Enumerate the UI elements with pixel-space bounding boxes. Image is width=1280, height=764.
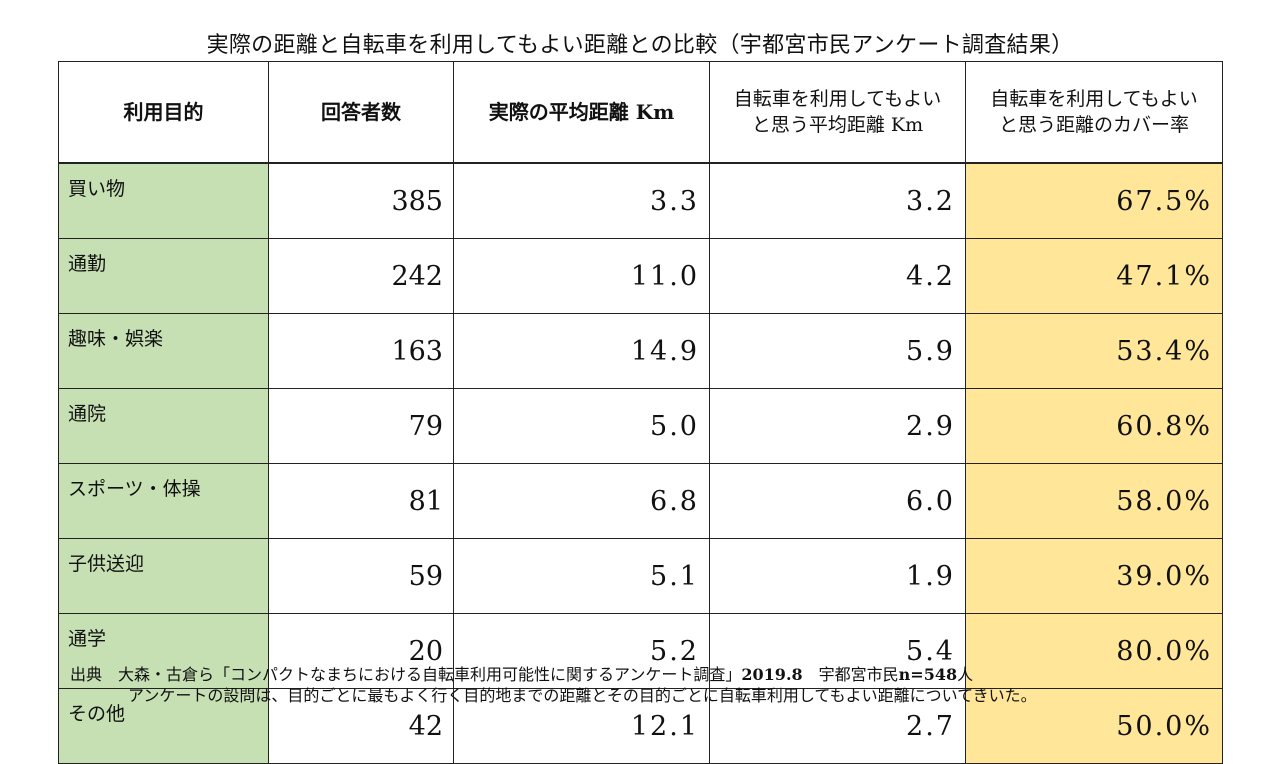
cell-purpose: 子供送迎 — [58, 538, 269, 614]
source-label: 出典 — [70, 665, 103, 684]
cell-coverage-rate: 53.4% — [965, 313, 1223, 389]
source-date: 2019.8 — [741, 665, 803, 684]
cell-purpose: 買い物 — [58, 162, 269, 239]
cell-actual-distance: 5.1 — [453, 538, 710, 614]
table-row: スポーツ・体操 81 6.8 6.0 58.0% — [58, 463, 1223, 539]
table-title: 実際の距離と自転車を利用してもよい距離との比較（宇都宮市民アンケート調査結果） — [206, 33, 1074, 58]
cell-purpose: 通学 — [58, 613, 269, 689]
table-row: 通学 20 5.2 5.4 80.0% — [58, 613, 1223, 689]
cell-actual-distance: 3.3 — [453, 162, 710, 239]
cell-purpose: 通勤 — [58, 238, 269, 314]
header-acceptable-distance: 自転車を利用してもよい と思う平均距離 Km — [709, 61, 966, 164]
cell-respondents: 79 — [268, 388, 454, 464]
header-acceptable-distance-line1: 自転車を利用してもよい — [733, 88, 942, 110]
cell-respondents: 163 — [268, 313, 454, 389]
comparison-table: 利用目的 回答者数 実際の平均距離 Km 自転車を利用してもよい と思う平均距離… — [58, 61, 1223, 764]
table-row: 趣味・娯楽 163 14.9 5.9 53.4% — [58, 313, 1223, 389]
cell-coverage-rate: 80.0% — [965, 613, 1223, 689]
header-acceptable-distance-line2: と思う平均距離 Km — [751, 114, 924, 136]
cell-coverage-rate: 39.0% — [965, 538, 1223, 614]
header-coverage-rate-line2: と思う距離のカバー率 — [998, 114, 1189, 136]
cell-acceptable-distance: 1.9 — [709, 538, 966, 614]
header-row: 利用目的 回答者数 実際の平均距離 Km 自転車を利用してもよい と思う平均距離… — [58, 61, 1223, 164]
source-citation: 大森・古倉ら「コンパクトなまちにおける自転車利用可能性に関するアンケート調査」 — [118, 665, 742, 684]
cell-respondents: 59 — [268, 538, 454, 614]
cell-actual-distance: 6.8 — [453, 463, 710, 539]
cell-acceptable-distance: 2.9 — [709, 388, 966, 464]
cell-acceptable-distance: 6.0 — [709, 463, 966, 539]
cell-acceptable-distance: 4.2 — [709, 238, 966, 314]
cell-acceptable-distance: 5.9 — [709, 313, 966, 389]
cell-purpose: 通院 — [58, 388, 269, 464]
source-question-note: アンケートの設問は、目的ごとに最もよく行く目的地までの距離とその目的ごとに自転車… — [128, 686, 1037, 705]
cell-purpose: 趣味・娯楽 — [58, 313, 269, 389]
table-row: 買い物 385 3.3 3.2 67.5% — [58, 162, 1223, 239]
cell-actual-distance: 14.9 — [453, 313, 710, 389]
cell-actual-distance: 5.0 — [453, 388, 710, 464]
source-org: 宇都宮市民 — [818, 665, 899, 684]
cell-coverage-rate: 60.8% — [965, 388, 1223, 464]
cell-acceptable-distance: 3.2 — [709, 162, 966, 239]
header-coverage-rate: 自転車を利用してもよい と思う距離のカバー率 — [965, 61, 1223, 164]
cell-coverage-rate: 67.5% — [965, 162, 1223, 239]
source-sample-unit: 人 — [957, 665, 974, 684]
table-row: 子供送迎 59 5.1 1.9 39.0% — [58, 538, 1223, 614]
cell-actual-distance: 11.0 — [453, 238, 710, 314]
cell-coverage-rate: 47.1% — [965, 238, 1223, 314]
cell-respondents: 385 — [268, 162, 454, 239]
header-coverage-rate-line1: 自転車を利用してもよい — [990, 88, 1198, 110]
header-respondents: 回答者数 — [268, 61, 454, 164]
cell-coverage-rate: 58.0% — [965, 463, 1223, 539]
cell-respondents: 81 — [268, 463, 454, 539]
source-note: 出典 大森・古倉ら「コンパクトなまちにおける自転車利用可能性に関するアンケート調… — [70, 664, 1037, 706]
cell-respondents: 242 — [268, 238, 454, 314]
header-actual-distance: 実際の平均距離 Km — [453, 61, 710, 164]
cell-respondents: 20 — [268, 613, 454, 689]
table-row: 通勤 242 11.0 4.2 47.1% — [58, 238, 1223, 314]
source-sample-size: n=548 — [898, 665, 958, 684]
header-purpose: 利用目的 — [58, 61, 269, 164]
cell-purpose: スポーツ・体操 — [58, 463, 269, 539]
cell-actual-distance: 5.2 — [453, 613, 710, 689]
table-row: 通院 79 5.0 2.9 60.8% — [58, 388, 1223, 464]
